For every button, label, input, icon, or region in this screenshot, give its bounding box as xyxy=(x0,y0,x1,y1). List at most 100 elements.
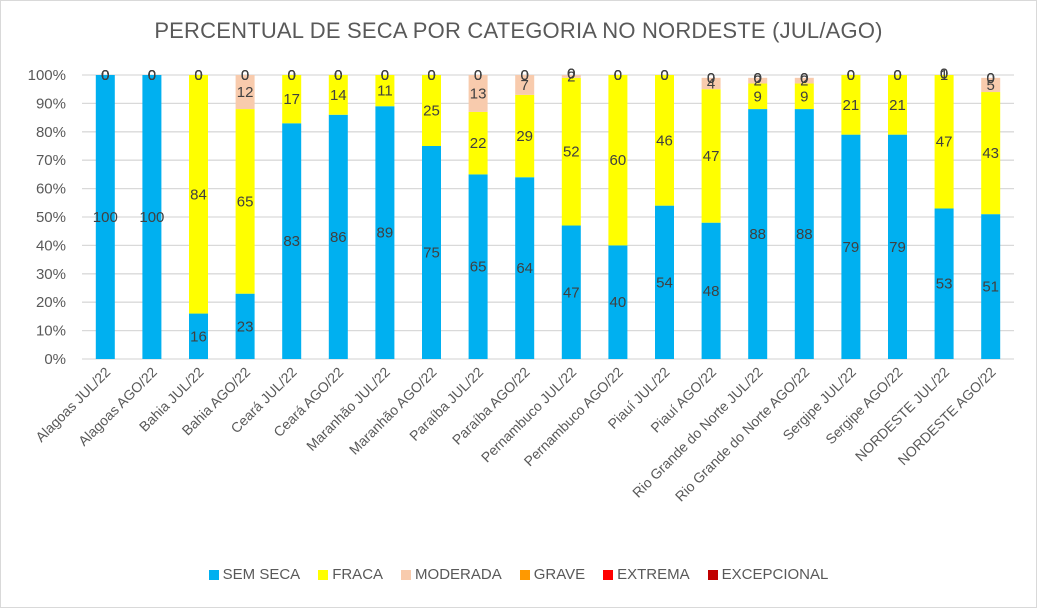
legend-label: EXTREMA xyxy=(617,566,690,583)
data-label: 52 xyxy=(563,144,580,161)
bar-segment xyxy=(701,222,721,359)
bar-segment xyxy=(841,75,861,135)
bar-segment xyxy=(981,77,1001,93)
data-label: 100 xyxy=(93,209,118,226)
data-label: 9 xyxy=(800,88,808,105)
bar-segment xyxy=(701,77,721,90)
data-label: 4 xyxy=(707,76,715,93)
data-label: 0 xyxy=(847,67,855,84)
bar-segment xyxy=(515,94,535,178)
data-label: 0 xyxy=(987,70,995,87)
x-tick-label: Maranhão AGO/22 xyxy=(346,364,440,458)
data-label: 0 xyxy=(474,67,482,84)
data-label: 0 xyxy=(893,67,901,84)
legend-label: GRAVE xyxy=(533,566,586,583)
data-label: 0 xyxy=(334,67,342,84)
bar-segment xyxy=(561,225,581,359)
data-label: 0 xyxy=(241,67,249,84)
data-label: 88 xyxy=(796,226,813,243)
y-tick-label: 100% xyxy=(28,67,66,84)
y-tick-label: 70% xyxy=(36,152,66,169)
y-tick-label: 10% xyxy=(36,323,66,340)
data-label: 0 xyxy=(660,67,668,84)
data-label: 0 xyxy=(148,67,156,84)
data-label: 16 xyxy=(190,328,207,345)
bar-segment xyxy=(468,111,488,175)
data-label: 0 xyxy=(614,67,622,84)
data-label: 0 xyxy=(754,70,762,87)
data-label: 79 xyxy=(843,239,860,256)
data-label: 0 xyxy=(660,67,668,84)
x-tick-label: Alagoas AGO/22 xyxy=(75,364,160,449)
bar-segment xyxy=(375,106,395,360)
data-label: 0 xyxy=(614,67,622,84)
data-label: 0 xyxy=(194,67,202,84)
data-label: 65 xyxy=(470,259,487,276)
data-label: 0 xyxy=(567,66,575,83)
y-tick-label: 20% xyxy=(36,294,66,311)
bar-segment xyxy=(422,146,441,359)
data-label: 0 xyxy=(241,67,249,84)
data-label: 0 xyxy=(148,67,156,84)
data-label: 0 xyxy=(800,70,808,87)
data-label: 60 xyxy=(610,152,627,169)
bar-segment xyxy=(701,89,721,223)
data-label: 2 xyxy=(800,73,808,90)
data-label: 0 xyxy=(800,70,808,87)
bar-segment xyxy=(794,83,814,110)
data-label: 0 xyxy=(847,67,855,84)
data-label: 53 xyxy=(936,276,953,293)
data-label: 0 xyxy=(101,67,109,84)
data-label: 25 xyxy=(423,103,440,120)
data-label: 0 xyxy=(101,67,109,84)
bar-segment xyxy=(515,177,535,359)
legend-swatch xyxy=(318,569,329,580)
legend-swatch xyxy=(707,569,718,580)
data-label: 0 xyxy=(427,67,435,84)
data-label: 0 xyxy=(194,67,202,84)
y-tick-label: 90% xyxy=(36,95,66,112)
data-label: 0 xyxy=(940,66,948,83)
bar-segment xyxy=(888,75,907,135)
bar-segment xyxy=(888,134,907,359)
data-label: 100 xyxy=(139,209,164,226)
data-label: 0 xyxy=(707,70,715,87)
legend-swatch xyxy=(603,569,614,580)
bar-segment xyxy=(748,83,768,110)
bar-segment xyxy=(981,92,1001,215)
data-label: 0 xyxy=(660,67,668,84)
data-label: 0 xyxy=(893,67,901,84)
bar-segment xyxy=(235,109,255,294)
data-label: 0 xyxy=(660,67,668,84)
data-label: 0 xyxy=(427,67,435,84)
data-label: 14 xyxy=(330,87,347,104)
bar-segment xyxy=(95,75,115,359)
bar-segment xyxy=(748,77,768,84)
y-tick-label: 40% xyxy=(36,237,66,254)
legend-label: FRACA xyxy=(332,566,384,583)
data-label: 88 xyxy=(749,226,766,243)
legend-item: GRAVE xyxy=(519,566,586,583)
bar-segment xyxy=(328,114,348,359)
data-label: 0 xyxy=(334,67,342,84)
data-label: 47 xyxy=(563,284,580,301)
data-label: 0 xyxy=(288,67,296,84)
data-label: 17 xyxy=(283,91,300,108)
data-label: 0 xyxy=(241,67,249,84)
y-tick-label: 0% xyxy=(44,351,66,368)
data-label: 84 xyxy=(190,186,207,203)
data-label: 0 xyxy=(101,67,109,84)
bar-segment xyxy=(468,75,488,112)
bar-segment xyxy=(841,134,861,359)
data-label: 13 xyxy=(470,85,487,102)
data-label: 0 xyxy=(381,67,389,84)
data-label: 9 xyxy=(754,88,762,105)
data-label: 0 xyxy=(893,67,901,84)
data-label: 23 xyxy=(237,318,254,335)
data-label: 54 xyxy=(656,274,673,291)
data-label: 11 xyxy=(377,83,393,100)
bar-segment xyxy=(515,75,535,95)
data-label: 46 xyxy=(656,132,673,149)
bar-segment xyxy=(794,77,814,84)
